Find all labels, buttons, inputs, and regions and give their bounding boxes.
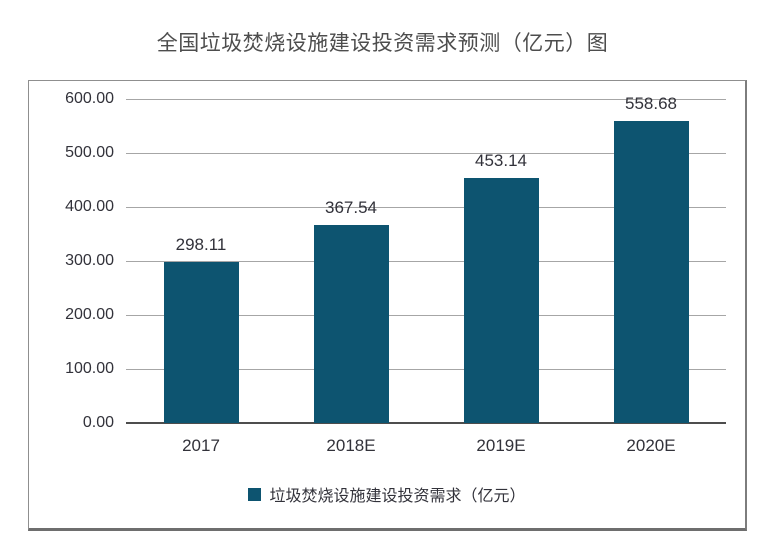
bar-value-label: 558.68	[625, 94, 677, 114]
x-axis-label: 2017	[182, 436, 220, 455]
gridline	[126, 315, 726, 316]
bar-value-label: 367.54	[325, 197, 377, 217]
chart-frame: 600.00 500.00 400.00 300.00 200.00 100.00 0.00…	[28, 80, 747, 531]
gridline	[126, 261, 726, 262]
y-axis-label: 0.00	[82, 414, 114, 431]
gridline	[126, 369, 726, 370]
bar-value-label: 298.11	[175, 235, 227, 255]
gridline	[126, 153, 726, 154]
bar-value-label: 453.14	[475, 151, 527, 171]
y-axis-label: 500.00	[65, 144, 114, 161]
bar-2018E	[313, 224, 389, 423]
y-axis-label: 200.00	[65, 306, 114, 323]
legend-swatch-icon	[248, 487, 262, 501]
legend: 垃圾焚烧设施建设投资需求（亿元）	[29, 482, 745, 506]
gridline	[126, 99, 726, 100]
y-axis-label: 100.00	[65, 360, 114, 377]
x-axis-label: 2020E	[626, 436, 676, 455]
x-axis-label: 2019E	[476, 436, 526, 455]
x-axis-label: 2018E	[326, 436, 376, 455]
y-axis-label: 400.00	[65, 198, 114, 215]
y-axis-label: 300.00	[65, 252, 114, 269]
legend-label: 垃圾焚烧设施建设投资需求（亿元）	[269, 488, 526, 505]
bar-2019E	[463, 178, 539, 423]
bar-2017	[163, 262, 239, 423]
plot-area: 600.00 500.00 400.00 300.00 200.00 100.00 0.00…	[65, 90, 726, 455]
gridline	[126, 207, 726, 208]
bar-2020E	[613, 121, 689, 423]
chart-title: 全国垃圾焚烧设施建设投资需求预测（亿元）图	[156, 32, 609, 55]
y-axis-label: 600.00	[65, 90, 114, 107]
x-axis-line	[126, 422, 726, 424]
